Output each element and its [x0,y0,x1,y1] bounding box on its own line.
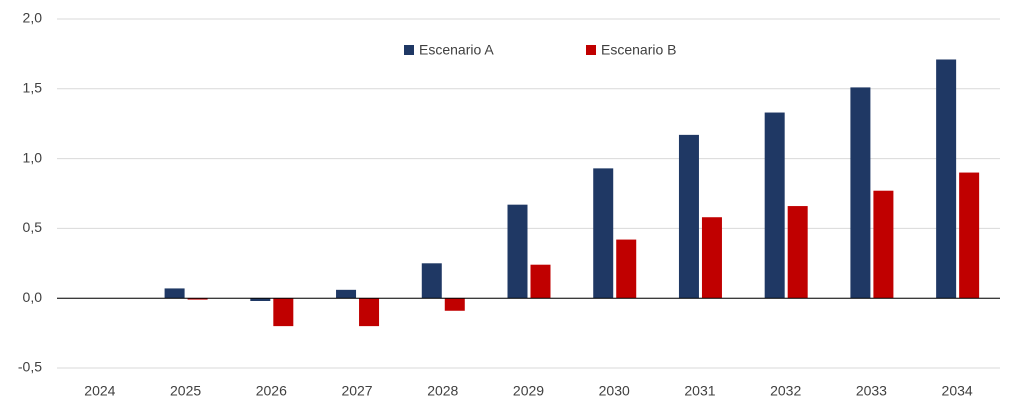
bar [873,190,894,299]
x-tick-label: 2033 [856,383,887,399]
bar [678,134,699,299]
y-tick-label: 1,0 [23,149,43,165]
bar [616,239,637,299]
bar [421,263,442,299]
bar [164,288,185,299]
bar [787,206,808,299]
bar [936,59,957,299]
x-tick-label: 2034 [942,383,973,399]
bar [336,289,357,299]
bar [701,217,722,299]
x-tick-label: 2028 [427,383,458,399]
bar [850,87,871,299]
x-tick-label: 2024 [84,383,115,399]
bar [444,298,465,311]
x-tick-label: 2025 [170,383,201,399]
bar [273,298,294,327]
x-tick-label: 2027 [341,383,372,399]
y-tick-label: 1,5 [23,80,43,96]
y-tick-label: 2,0 [23,10,43,26]
x-tick-label: 2032 [770,383,801,399]
bar [959,172,980,299]
legend-swatch [404,45,414,55]
bar [359,298,380,327]
bar [764,112,785,299]
y-tick-label: 0,0 [23,289,43,305]
bar [593,168,614,299]
x-tick-label: 2029 [513,383,544,399]
bar [530,264,551,299]
x-tick-label: 2026 [256,383,287,399]
bar [250,298,271,301]
x-tick-label: 2031 [684,383,715,399]
y-tick-label: 0,5 [23,219,43,235]
y-tick-label: -0,5 [18,359,42,375]
x-tick-label: 2030 [599,383,630,399]
bar [507,204,528,299]
legend-label: Escenario A [419,42,494,58]
bar [187,298,208,300]
legend-label: Escenario B [601,42,676,58]
legend-swatch [586,45,596,55]
